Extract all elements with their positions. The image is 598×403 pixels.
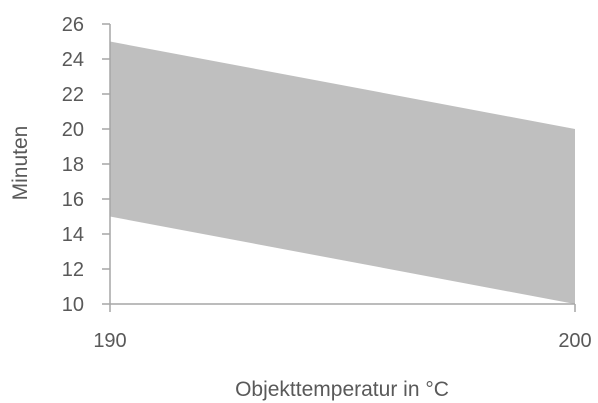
y-tick-label: 10	[62, 294, 84, 316]
y-tick-label: 14	[62, 224, 84, 246]
y-tick-label: 12	[62, 259, 84, 281]
y-tick-labels: 10 12 14 16 18 20 22 24 26	[62, 14, 84, 316]
band-layer	[110, 41, 575, 304]
y-tick-label: 20	[62, 119, 84, 141]
area-band-0	[110, 41, 575, 304]
y-tick-label: 16	[62, 189, 84, 211]
y-tick-label: 22	[62, 84, 84, 106]
y-tick-label: 18	[62, 154, 84, 176]
axis-layer	[102, 23, 576, 312]
x-tick-label: 190	[93, 330, 126, 352]
x-tick-labels: 190 200	[93, 330, 591, 352]
y-tick-label: 24	[62, 49, 84, 71]
x-tick-label: 200	[558, 330, 591, 352]
y-axis-title: Minuten	[9, 126, 32, 201]
x-axis-title: Objekttemperatur in °C	[235, 378, 449, 401]
y-tick-label: 26	[62, 14, 84, 36]
